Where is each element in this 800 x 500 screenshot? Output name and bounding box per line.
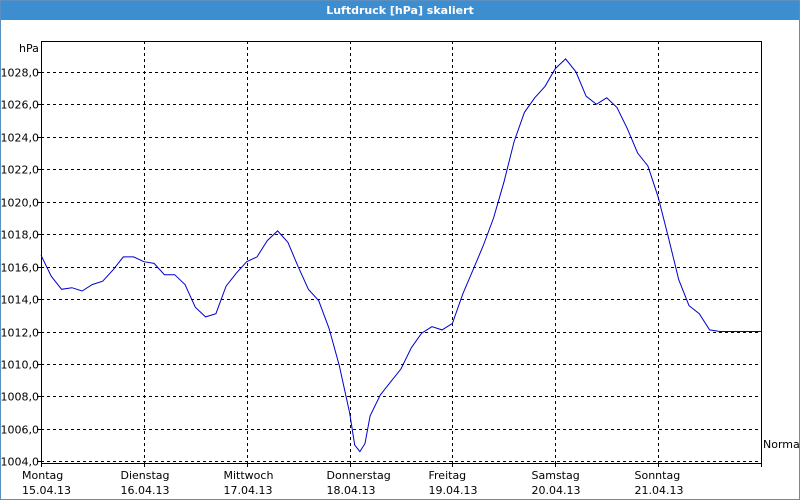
y-tick-label: 1014,0	[1, 294, 39, 307]
y-tick-label: 1018,0	[1, 229, 39, 242]
x-tick-day: Donnerstag	[327, 469, 391, 482]
plot-area-border	[41, 41, 762, 464]
y-tick-label: 1026,0	[1, 99, 39, 112]
y-tick-label: 1004,0	[1, 456, 39, 469]
chart-title: Luftdruck [hPa] skaliert	[1, 1, 799, 20]
x-tick-date: 20.04.13	[532, 484, 581, 497]
x-axis: Montag 15.04.13 Dienstag 16.04.13 Mittwoch 17…	[22, 463, 762, 497]
y-tick-label: 1016,0	[1, 262, 39, 275]
series-line	[40, 58, 761, 453]
y-tick-label: 1024,0	[1, 132, 39, 145]
x-tick-date: 16.04.13	[121, 484, 170, 497]
y-tick-label: 1010,0	[1, 359, 39, 372]
x-tick-day: Samstag	[532, 469, 580, 482]
x-tick-date: 15.04.13	[22, 484, 71, 497]
y-axis: 1004,0 1006,0 1008,0 1010,0 1012,0 1014,0 1016…	[1, 67, 41, 469]
x-tick-day: Sonntag	[635, 469, 681, 482]
y-tick-label: 1008,0	[1, 391, 39, 404]
grid-lines	[41, 41, 761, 463]
x-tick-day: Mittwoch	[224, 469, 274, 482]
y-axis-label: hPa	[19, 42, 39, 55]
x-tick-day: Montag	[22, 469, 63, 482]
y-tick-label: 1020,0	[1, 197, 39, 210]
y-tick-label: 1012,0	[1, 327, 39, 340]
x-tick-day: Freitag	[429, 469, 467, 482]
x-tick-date: 21.04.13	[635, 484, 684, 497]
x-tick-date: 17.04.13	[224, 484, 273, 497]
x-tick-date: 19.04.13	[429, 484, 478, 497]
x-tick-day: Dienstag	[121, 469, 170, 482]
x-tick-date: 18.04.13	[327, 484, 376, 497]
y-tick-label: 1022,0	[1, 164, 39, 177]
y-tick-label: 1006,0	[1, 424, 39, 437]
normal-reference-label: Normal	[763, 438, 799, 451]
y-tick-label: 1028,0	[1, 67, 39, 80]
